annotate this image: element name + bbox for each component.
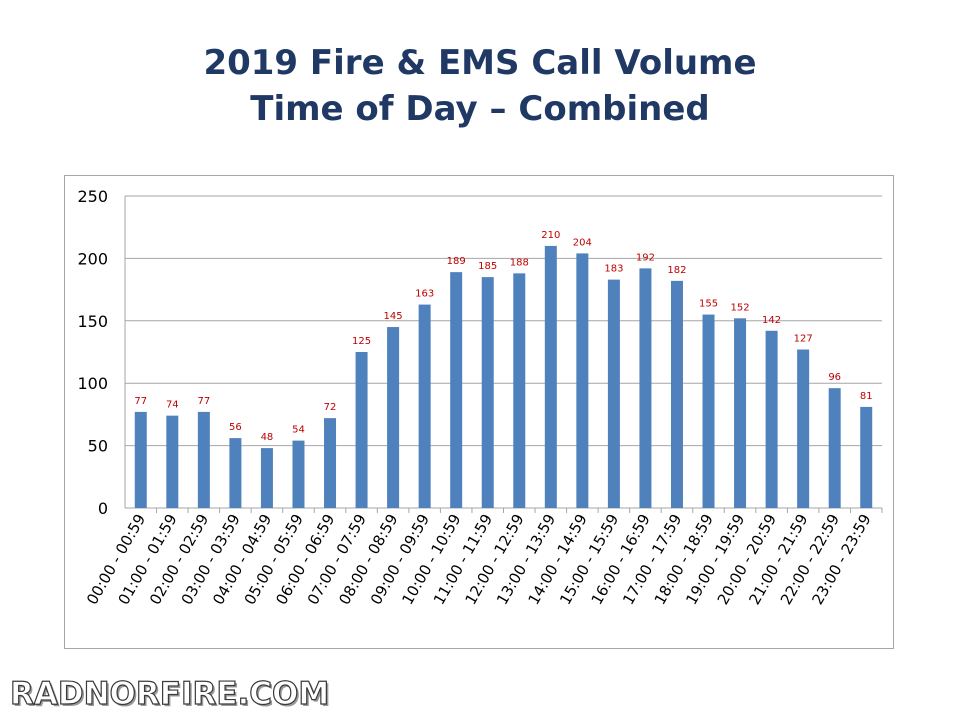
title-line-1: 2019 Fire & EMS Call Volume <box>203 43 757 83</box>
bar <box>544 245 557 509</box>
y-tick-label: 100 <box>77 374 108 393</box>
data-label: 54 <box>292 425 305 436</box>
bar <box>765 330 778 508</box>
bar <box>292 440 305 508</box>
bar <box>860 406 873 508</box>
bar <box>607 279 620 508</box>
y-tick-label: 0 <box>98 499 108 518</box>
data-label: 155 <box>699 299 718 310</box>
data-label: 142 <box>762 315 781 326</box>
bar <box>734 318 747 508</box>
data-label: 145 <box>384 311 403 322</box>
data-label: 125 <box>352 336 371 347</box>
data-label: 48 <box>261 432 274 443</box>
data-label: 188 <box>510 257 529 268</box>
bar <box>576 253 589 508</box>
bar <box>355 352 368 508</box>
data-label: 185 <box>478 261 497 272</box>
data-label: 183 <box>604 264 623 275</box>
data-label: 152 <box>731 302 750 313</box>
bar <box>450 272 463 508</box>
data-label: 182 <box>667 265 686 276</box>
slide-title: 2019 Fire & EMS Call Volume Time of Day … <box>0 40 960 132</box>
y-tick-label: 150 <box>77 312 108 331</box>
bar <box>387 327 400 508</box>
y-tick-label: 200 <box>77 249 108 268</box>
data-label: 96 <box>828 372 841 383</box>
bar <box>229 438 242 508</box>
title-line-2: Time of Day – Combined <box>250 89 710 129</box>
chart-area: 0 50 100 150 200 250 77 00:00 - 00:59 74 01:00 - … <box>64 175 894 649</box>
bar <box>166 415 179 508</box>
bar <box>797 349 810 508</box>
data-label: 163 <box>415 289 434 300</box>
bar <box>513 273 526 508</box>
bar <box>639 268 652 508</box>
bar <box>324 418 337 508</box>
bar <box>828 388 841 508</box>
bar <box>418 304 431 508</box>
bar <box>197 411 210 508</box>
data-label: 74 <box>166 400 179 411</box>
data-label: 56 <box>229 422 242 433</box>
bar <box>134 411 147 508</box>
bar <box>670 280 683 508</box>
y-tick-label: 250 <box>77 187 108 206</box>
data-label: 77 <box>134 396 147 407</box>
data-label: 72 <box>324 402 337 413</box>
bar <box>481 277 494 508</box>
site-watermark: RADNORFIRE.COM <box>9 675 330 712</box>
y-tick-label: 50 <box>88 437 108 456</box>
bar <box>260 448 273 508</box>
data-label: 204 <box>573 237 592 248</box>
data-label: 81 <box>860 391 873 402</box>
data-label: 210 <box>541 230 560 241</box>
data-label: 77 <box>197 396 210 407</box>
data-label: 189 <box>447 256 466 267</box>
bar <box>702 314 715 508</box>
data-label: 127 <box>794 334 813 345</box>
data-label: 192 <box>636 252 655 263</box>
